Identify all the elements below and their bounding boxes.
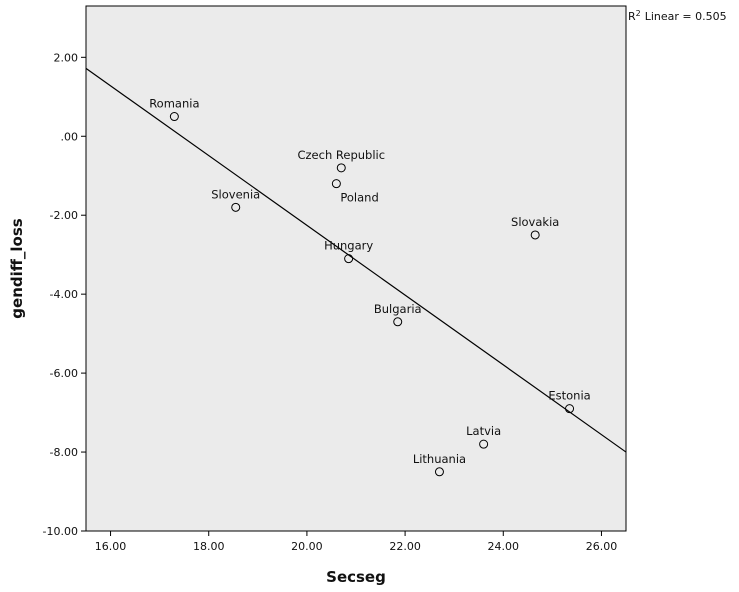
point-label-lithuania: Lithuania — [413, 452, 466, 466]
point-label-estonia: Estonia — [548, 389, 590, 403]
y-tick-label: -4.00 — [50, 288, 78, 301]
x-tick-label: 16.00 — [95, 540, 127, 553]
data-points: Romania Czech Republic Poland Slovenia Slova… — [149, 97, 591, 477]
x-tick-label: 24.00 — [488, 540, 520, 553]
y-tick-label: .00 — [61, 130, 79, 143]
point-bulgaria — [393, 317, 403, 327]
r2-value: Linear = 0.505 — [645, 10, 727, 23]
point-lithuania — [434, 467, 444, 477]
x-tick-label: 18.00 — [193, 540, 225, 553]
point-label-latvia: Latvia — [466, 424, 501, 438]
y-tick-label: -2.00 — [50, 209, 78, 222]
point-estonia — [565, 404, 575, 414]
point-label-slovakia: Slovakia — [511, 215, 559, 229]
point-poland — [331, 179, 341, 189]
x-axis-title: Secseg — [326, 568, 386, 586]
point-slovakia — [530, 230, 540, 240]
point-label-hungary: Hungary — [324, 239, 373, 253]
y-axis-title: gendiff_loss — [8, 218, 26, 318]
point-czech-republic — [336, 163, 346, 173]
x-tick-label: 26.00 — [586, 540, 618, 553]
point-label-romania: Romania — [149, 97, 199, 111]
x-tick-label: 20.00 — [291, 540, 323, 553]
point-label-bulgaria: Bulgaria — [374, 302, 422, 316]
point-label-czech-republic: Czech Republic — [297, 148, 385, 162]
y-tick-label: -6.00 — [50, 367, 78, 380]
plot-area — [85, 5, 627, 532]
point-label-slovenia: Slovenia — [211, 187, 260, 201]
point-slovenia — [231, 202, 241, 212]
point-romania — [169, 112, 179, 122]
point-latvia — [479, 439, 489, 449]
y-tick-label: -8.00 — [50, 446, 78, 459]
r2-annotation: R2 Linear = 0.505 — [628, 9, 727, 24]
r2-prefix: R — [628, 10, 636, 23]
x-axis: 16.00 18.00 20.00 22.00 24.00 26.00 — [95, 531, 617, 553]
x-tick-label: 22.00 — [389, 540, 421, 553]
y-axis: 2.00 .00 -2.00 -4.00 -6.00 -8.00 -10.00 — [43, 51, 86, 538]
point-label-poland: Poland — [340, 191, 378, 205]
y-tick-label: 2.00 — [54, 51, 79, 64]
y-tick-label: -10.00 — [43, 525, 78, 538]
point-hungary — [344, 254, 354, 264]
r2-superscript: 2 — [636, 9, 641, 18]
fit-line — [85, 67, 627, 453]
